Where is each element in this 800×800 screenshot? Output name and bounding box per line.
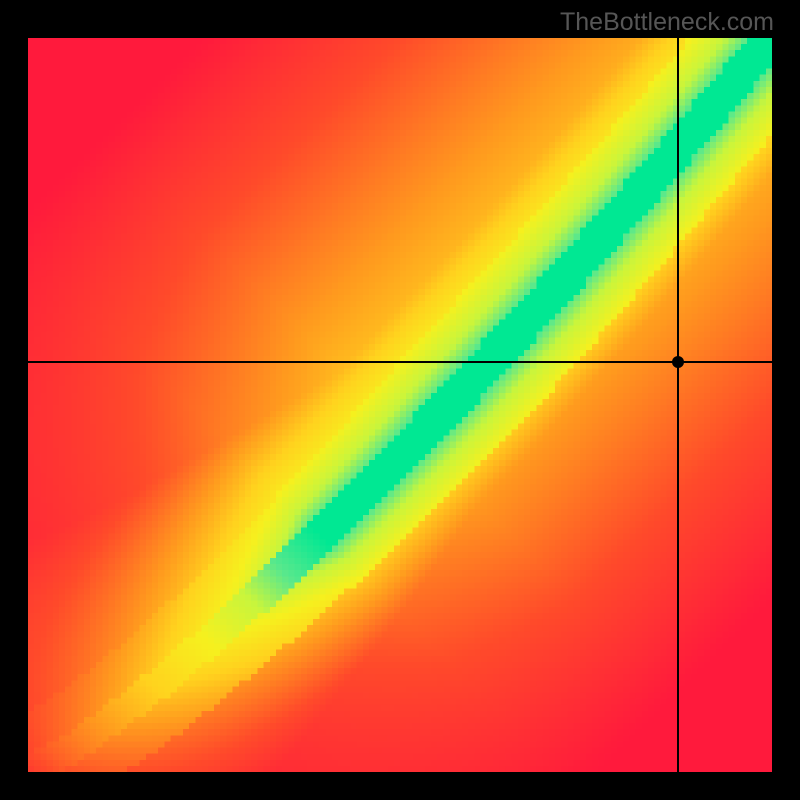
crosshair-horizontal-line	[28, 361, 772, 363]
crosshair-vertical-line	[677, 38, 679, 772]
watermark-text: TheBottleneck.com	[560, 8, 774, 37]
crosshair-marker-dot	[672, 356, 684, 368]
bottleneck-heatmap	[28, 38, 772, 772]
